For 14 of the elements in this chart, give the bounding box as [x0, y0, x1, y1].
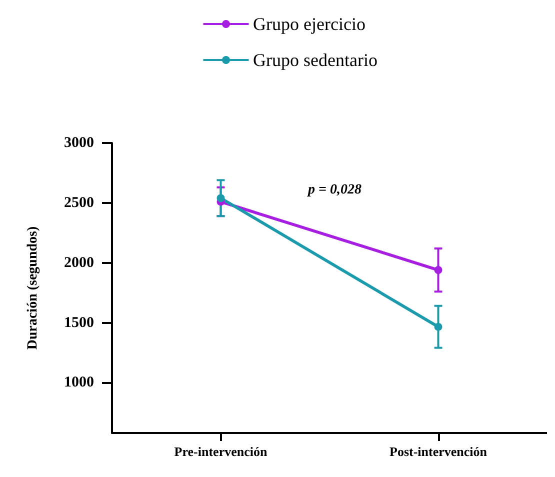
y-tick-label: 2000 — [64, 254, 94, 271]
y-axis-title: Duración (segundos) — [26, 226, 40, 350]
x-tick-label: Pre-intervención — [174, 444, 268, 459]
x-tick-label: Post-intervención — [390, 444, 488, 459]
y-tick-label: 1000 — [64, 374, 94, 391]
point — [434, 266, 442, 274]
legend-label: Grupo ejercicio — [253, 14, 366, 34]
y-tick-label: 1500 — [64, 314, 94, 331]
y-tick-label: 2500 — [64, 194, 94, 211]
y-tick-label: 3000 — [64, 135, 94, 151]
point — [216, 194, 225, 202]
point — [434, 322, 442, 331]
legend-label: Grupo sedentario — [253, 50, 378, 70]
annotation: p = 0,028 — [307, 182, 362, 198]
